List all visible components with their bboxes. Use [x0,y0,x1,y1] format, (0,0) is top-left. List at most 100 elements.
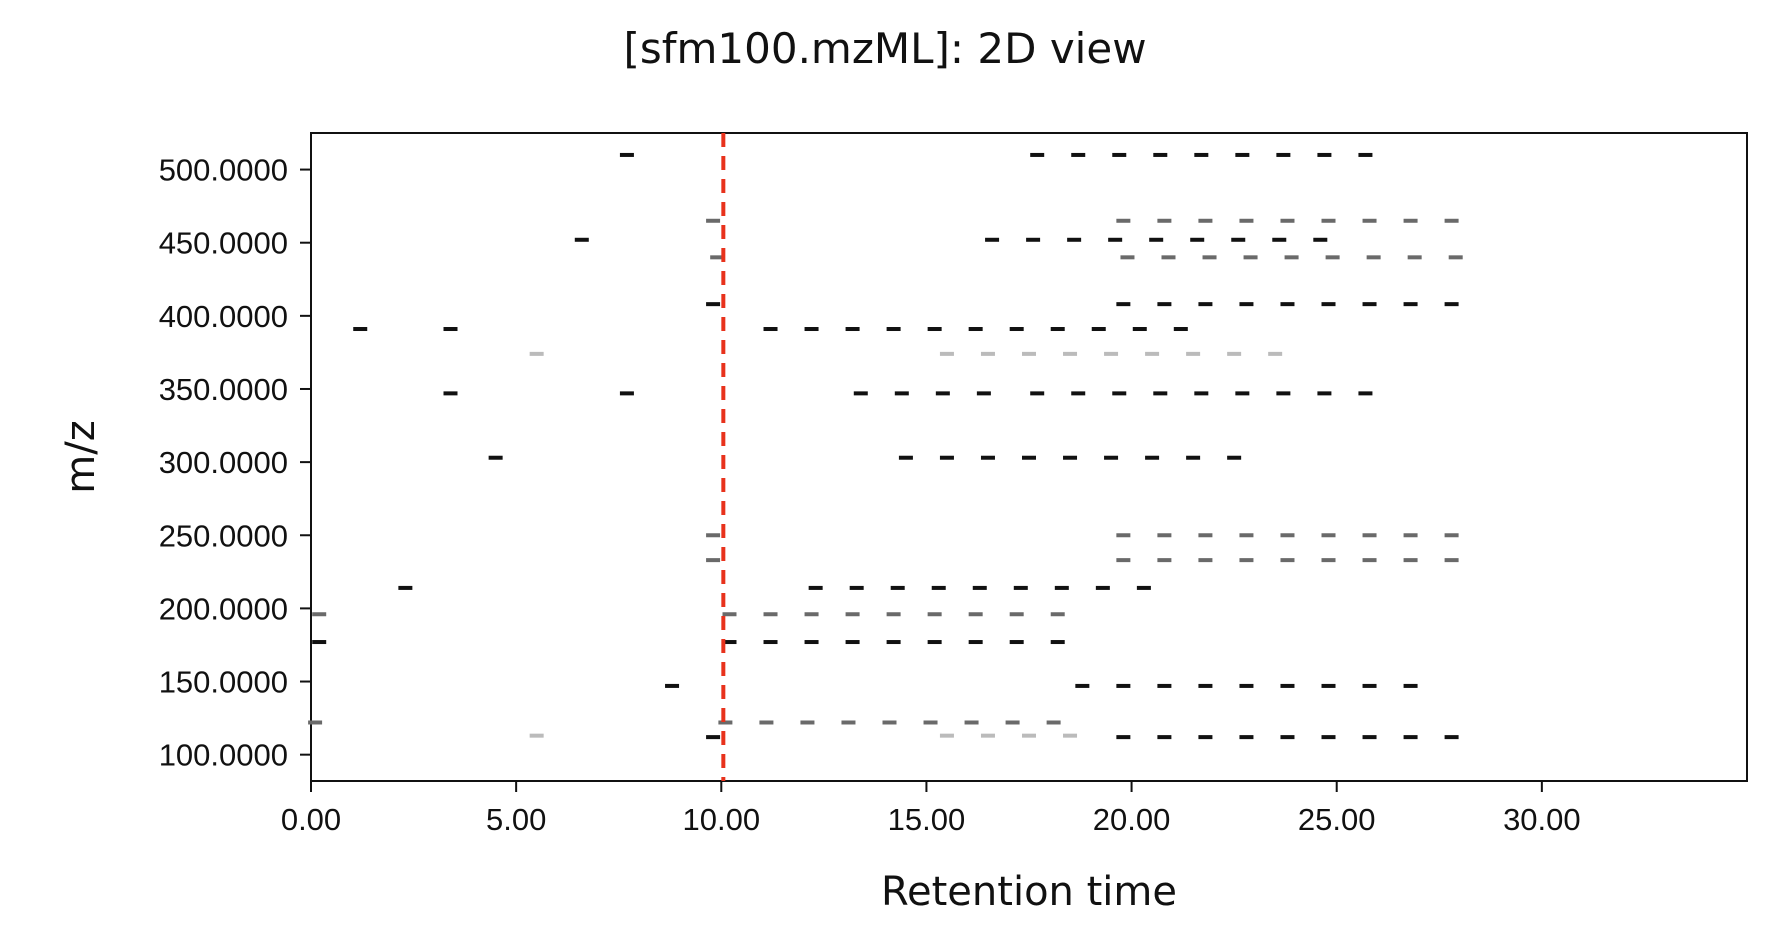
peak-point [1116,218,1131,223]
peak-point [1030,391,1045,396]
y-tick-label: 450.0000 [159,226,288,261]
peak-point [1009,327,1024,332]
peak-point [763,612,778,617]
peak-point [1239,558,1254,563]
peak-point [1362,533,1377,538]
peak-point [1235,391,1250,396]
peak-point [939,455,954,460]
peak-point [529,351,544,356]
peak-point [1194,391,1209,396]
x-tick-label: 10.00 [682,802,760,837]
peak-point [882,720,897,725]
peak-point [1280,533,1295,538]
peak-point [1132,327,1147,332]
peak-point [1145,351,1160,356]
peak-point [1050,612,1065,617]
y-tick-label: 100.0000 [159,738,288,773]
peak-point [1104,351,1119,356]
peak-point [1198,558,1213,563]
peak-point [1186,351,1201,356]
peak-point [1157,683,1172,688]
peak-point [923,720,938,725]
peak-point [1075,683,1090,688]
peak-point [722,640,737,645]
peak-point [443,391,458,396]
chart-title: [sfm100.mzML]: 2D view [623,24,1147,73]
peak-point [1448,255,1463,260]
peak-point [968,640,983,645]
peak-point [1325,255,1340,260]
peak-point [1071,152,1086,157]
peak-point [1120,255,1135,260]
peak-point [1157,533,1172,538]
peak-point [1358,391,1373,396]
peak-point [980,455,995,460]
peak-point [1054,585,1069,590]
peak-point [845,327,860,332]
peak-point [1276,391,1291,396]
peak-point [927,612,942,617]
x-axis-label: Retention time [881,869,1177,915]
peak-point [574,237,589,242]
peak-point [1444,533,1459,538]
y-tick-label: 250.0000 [159,518,288,553]
peak-point [1403,533,1418,538]
peak-point [1239,683,1254,688]
x-tick-label: 5.00 [486,802,546,837]
peak-point [1050,327,1065,332]
peak-point [1239,735,1254,740]
peak-point [931,585,946,590]
peak-point [1444,302,1459,307]
peak-point [1227,351,1242,356]
peak-point [1358,152,1373,157]
peak-point [1116,302,1131,307]
peak-point [1116,735,1131,740]
peak-point [1268,351,1283,356]
peak-point [1071,391,1086,396]
peak-point [1280,302,1295,307]
peak-point [886,612,901,617]
peak-point [619,152,634,157]
peak-point [972,585,987,590]
peak-point [1116,558,1131,563]
peak-point [1321,683,1336,688]
peak-point [759,720,774,725]
peak-point [1280,558,1295,563]
peak-point [1173,327,1188,332]
peak-point [808,585,823,590]
peak-point [1280,218,1295,223]
peak-point [1112,152,1127,157]
peak-point [1280,683,1295,688]
peak-point [1362,218,1377,223]
peak-point [1198,218,1213,223]
peak-point [1366,255,1381,260]
peak-point [1239,302,1254,307]
peak-point [939,351,954,356]
x-tick-label: 15.00 [888,802,966,837]
peak-point [968,612,983,617]
peak-point [1063,351,1078,356]
peak-point [841,720,856,725]
peak-point [886,327,901,332]
peak-point [1116,533,1131,538]
peak-point [853,391,868,396]
peak-point [1321,218,1336,223]
peak-point [1321,558,1336,563]
peak-point [1403,302,1418,307]
peak-point [312,640,327,645]
peak-point [939,733,954,738]
y-tick-label: 500.0000 [159,153,288,188]
peak-point [763,327,778,332]
peak-point [1235,152,1250,157]
peak-point [804,327,819,332]
peak-point [706,218,721,223]
peak-point [886,640,901,645]
peak-point [1403,683,1418,688]
peak-point [1112,391,1127,396]
peak-point [800,720,815,725]
peak-point [1153,391,1168,396]
peak-point [898,455,913,460]
peak-point [1407,255,1422,260]
peak-point [1276,152,1291,157]
